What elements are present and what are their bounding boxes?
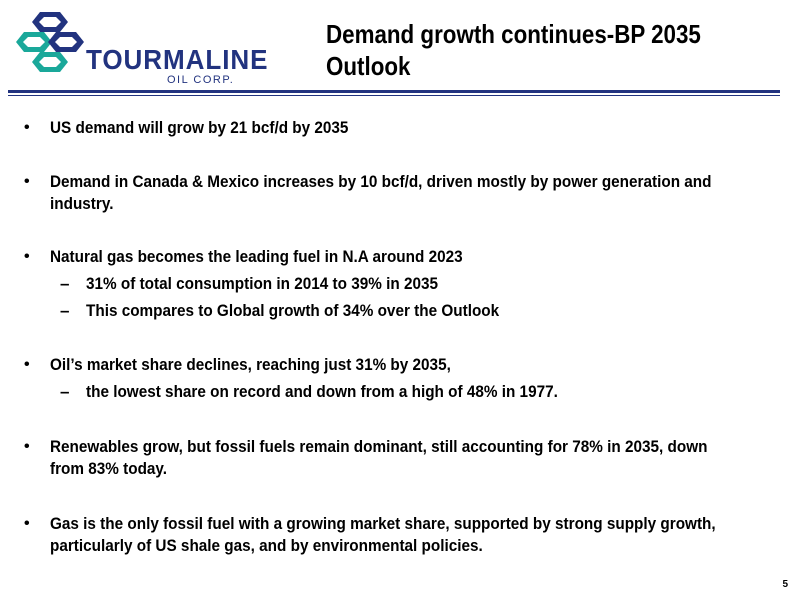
bullet-marker: • [24,248,30,265]
bullet-text-line: industry. [50,194,114,213]
title-divider-thin [8,95,780,96]
bullet-text: Demand in Canada & Mexico increases by 1… [50,171,770,215]
bullet-text: Renewables grow, but fossil fuels remain… [50,436,770,480]
sub-bullet-marker: – [60,301,70,320]
page-number: 5 [782,579,788,590]
bullet-marker: • [24,356,30,373]
bullet-text-line: Renewables grow, but fossil fuels remain… [50,437,708,456]
bullet-text-line: Gas is the only fossil fuel with a growi… [50,514,716,533]
slide-title: Demand growth continues-BP 2035 Outlook [326,18,722,82]
bullet-text-line: from 83% today. [50,459,168,478]
bullet-marker: • [24,119,30,136]
tourmaline-gem-icon [16,12,84,72]
logo-wordmark: TOURMALINE [86,44,269,75]
bullet-text: Gas is the only fossil fuel with a growi… [50,513,770,557]
company-logo: TOURMALINE OIL CORP. [16,10,267,86]
bullet-text: Oil’s market share declines, reaching ju… [50,355,451,374]
sub-bullet-text: the lowest share on record and down from… [86,382,558,401]
bullet-marker: • [24,515,30,532]
bullet-text: US demand will grow by 21 bcf/d by 2035 [50,118,349,137]
slide-title-line2: Outlook [326,51,411,81]
bullet-text-line: Demand in Canada & Mexico increases by 1… [50,172,712,191]
bullet-text: Natural gas becomes the leading fuel in … [50,247,463,266]
slide-title-line1: Demand growth continues-BP 2035 [326,19,701,49]
title-divider-thick [8,90,780,93]
sub-bullet-marker: – [60,274,70,293]
sub-bullet-text: 31% of total consumption in 2014 to 39% … [86,274,438,293]
sub-bullet-marker: – [60,382,70,401]
sub-bullet-text: This compares to Global growth of 34% ov… [86,301,500,320]
logo-subtitle: OIL CORP. [167,74,235,86]
bullet-text-line: particularly of US shale gas, and by env… [50,536,483,555]
bullet-marker: • [24,173,30,190]
bullet-marker: • [24,438,30,455]
